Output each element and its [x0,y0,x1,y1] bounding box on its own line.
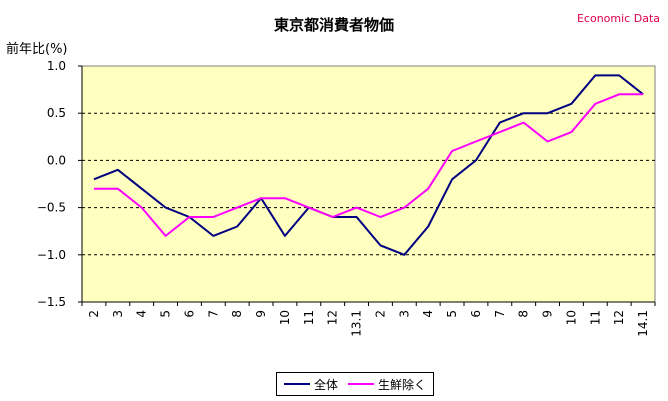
y-tick-label-3: −0.5 [37,201,66,215]
x-tick-label-19: 9 [541,310,555,318]
x-tick-label-1: 3 [111,310,125,318]
x-tick-label-20: 10 [564,310,578,325]
x-tick-label-0: 2 [87,310,101,318]
y-axis-label: 前年比(%) [6,42,68,57]
x-tick-label-8: 10 [278,310,292,325]
x-tick-label-13: 3 [397,310,411,318]
plot-area [81,65,656,303]
y-tick-label-5: −1.5 [37,295,66,309]
y-tick-label-4: −1.0 [37,248,66,262]
x-tick-label-7: 9 [254,310,268,318]
legend-line-0 [283,383,310,385]
x-tick-label-21: 11 [588,310,602,325]
x-tick-label-17: 7 [493,310,507,318]
x-tick-label-22: 12 [612,310,626,325]
x-tick-label-11: 13.1 [350,310,364,337]
legend-item-0: 全体 [283,376,338,393]
legend: 全体 生鮮除く [276,372,434,396]
x-tick-label-12: 2 [373,310,387,318]
x-tick-label-23: 14.1 [636,310,650,337]
legend-item-1: 生鮮除く [348,376,426,393]
x-tick-label-2: 4 [135,310,149,318]
legend-label-1: 生鮮除く [378,377,427,392]
y-tick-label-0: 1.0 [47,59,66,73]
legend-label-0: 全体 [313,377,338,392]
series-line-1 [93,93,644,237]
y-tick-label-1: 0.5 [47,106,66,120]
series-line-0 [93,74,644,256]
x-tick-label-14: 4 [421,310,435,318]
y-tick-label-2: 0.0 [47,153,66,167]
x-tick-label-16: 6 [469,310,483,318]
x-tick-label-10: 12 [326,310,340,325]
source-label: Economic Data [576,12,660,25]
x-tick-label-3: 5 [159,310,173,318]
x-tick-label-6: 8 [230,310,244,318]
chart-title: 東京都消費者物価 [273,16,394,34]
x-tick-label-4: 6 [182,310,196,318]
x-tick-label-5: 7 [206,310,220,318]
legend-line-1 [348,383,374,385]
x-tick-label-18: 8 [517,310,531,318]
x-tick-label-9: 11 [302,310,316,325]
x-tick-label-15: 5 [445,310,459,318]
